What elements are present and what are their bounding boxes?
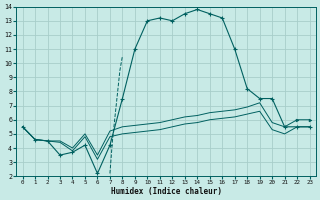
- X-axis label: Humidex (Indice chaleur): Humidex (Indice chaleur): [111, 187, 221, 196]
